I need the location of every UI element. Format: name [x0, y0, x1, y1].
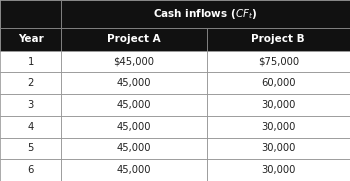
Text: 6: 6: [27, 165, 34, 175]
Bar: [206, 94, 350, 116]
Text: 60,000: 60,000: [261, 78, 295, 88]
Bar: [0, 159, 61, 181]
Text: Project A: Project A: [107, 34, 161, 44]
Bar: [0, 51, 61, 72]
Text: Project B: Project B: [251, 34, 305, 44]
Bar: [0, 138, 61, 159]
Bar: [61, 72, 206, 94]
Text: 2: 2: [27, 78, 34, 88]
Bar: [0, 116, 61, 138]
Text: 3: 3: [28, 100, 34, 110]
Bar: [61, 28, 206, 51]
Text: 30,000: 30,000: [261, 100, 295, 110]
Text: 45,000: 45,000: [117, 165, 151, 175]
Text: $45,000: $45,000: [113, 56, 154, 67]
Text: Cash inflows ($\mathit{CF_t}$): Cash inflows ($\mathit{CF_t}$): [154, 7, 258, 21]
Bar: [206, 159, 350, 181]
Text: 45,000: 45,000: [117, 100, 151, 110]
Bar: [0, 72, 61, 94]
Bar: [61, 116, 206, 138]
Bar: [61, 0, 350, 28]
Bar: [206, 51, 350, 72]
Bar: [61, 138, 206, 159]
Bar: [206, 116, 350, 138]
Text: 30,000: 30,000: [261, 143, 295, 153]
Text: 30,000: 30,000: [261, 122, 295, 132]
Text: $75,000: $75,000: [258, 56, 299, 67]
Bar: [206, 72, 350, 94]
Text: 5: 5: [27, 143, 34, 153]
Text: 45,000: 45,000: [117, 78, 151, 88]
Text: 4: 4: [28, 122, 34, 132]
Bar: [0, 94, 61, 116]
Text: 45,000: 45,000: [117, 122, 151, 132]
Bar: [61, 159, 206, 181]
Bar: [0, 0, 61, 28]
Bar: [206, 138, 350, 159]
Text: 30,000: 30,000: [261, 165, 295, 175]
Bar: [61, 94, 206, 116]
Text: 45,000: 45,000: [117, 143, 151, 153]
Text: Year: Year: [18, 34, 43, 44]
Bar: [0, 28, 61, 51]
Bar: [61, 51, 206, 72]
Text: 1: 1: [27, 56, 34, 67]
Bar: [206, 28, 350, 51]
